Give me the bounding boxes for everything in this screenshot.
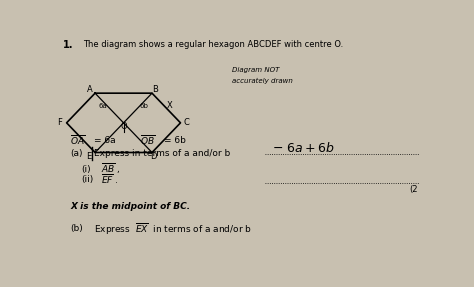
Text: C: C [183,118,189,127]
Text: X: X [167,101,173,110]
Text: (2: (2 [409,185,418,194]
Text: (b): (b) [70,224,83,233]
Text: E: E [87,152,92,160]
Text: Diagram NOT: Diagram NOT [232,67,279,73]
Text: A: A [87,85,93,94]
Text: $\overline{EF}$ .: $\overline{EF}$ . [101,172,119,186]
Text: $\overline{OA}$: $\overline{OA}$ [70,133,85,148]
Text: Express  $\overline{EX}$  in terms of a and/or b: Express $\overline{EX}$ in terms of a an… [94,221,252,236]
Text: = 6a: = 6a [94,136,116,145]
Text: X is the midpoint of BC.: X is the midpoint of BC. [70,202,191,211]
Text: 6a: 6a [98,103,107,109]
Text: $\overline{OB}$: $\overline{OB}$ [140,133,155,148]
Text: $-\ 6a+6b$: $-\ 6a+6b$ [272,141,335,155]
Text: (i): (i) [82,165,91,174]
Text: = 6b: = 6b [164,136,186,145]
Text: (ii): (ii) [82,175,93,184]
Text: The diagram shows a regular hexagon ABCDEF with centre O.: The diagram shows a regular hexagon ABCD… [83,40,343,49]
Text: F: F [57,118,62,127]
Text: 1.: 1. [63,40,73,50]
Text: O: O [120,122,127,131]
Text: D: D [151,152,157,160]
Text: Express in terms of a and/or b: Express in terms of a and/or b [94,149,230,158]
Text: $\overline{AB}$ ,: $\overline{AB}$ , [101,162,121,176]
Text: (a): (a) [70,149,83,158]
Text: 6b: 6b [140,103,149,109]
Text: B: B [152,85,158,94]
Text: accurately drawn: accurately drawn [232,78,293,84]
